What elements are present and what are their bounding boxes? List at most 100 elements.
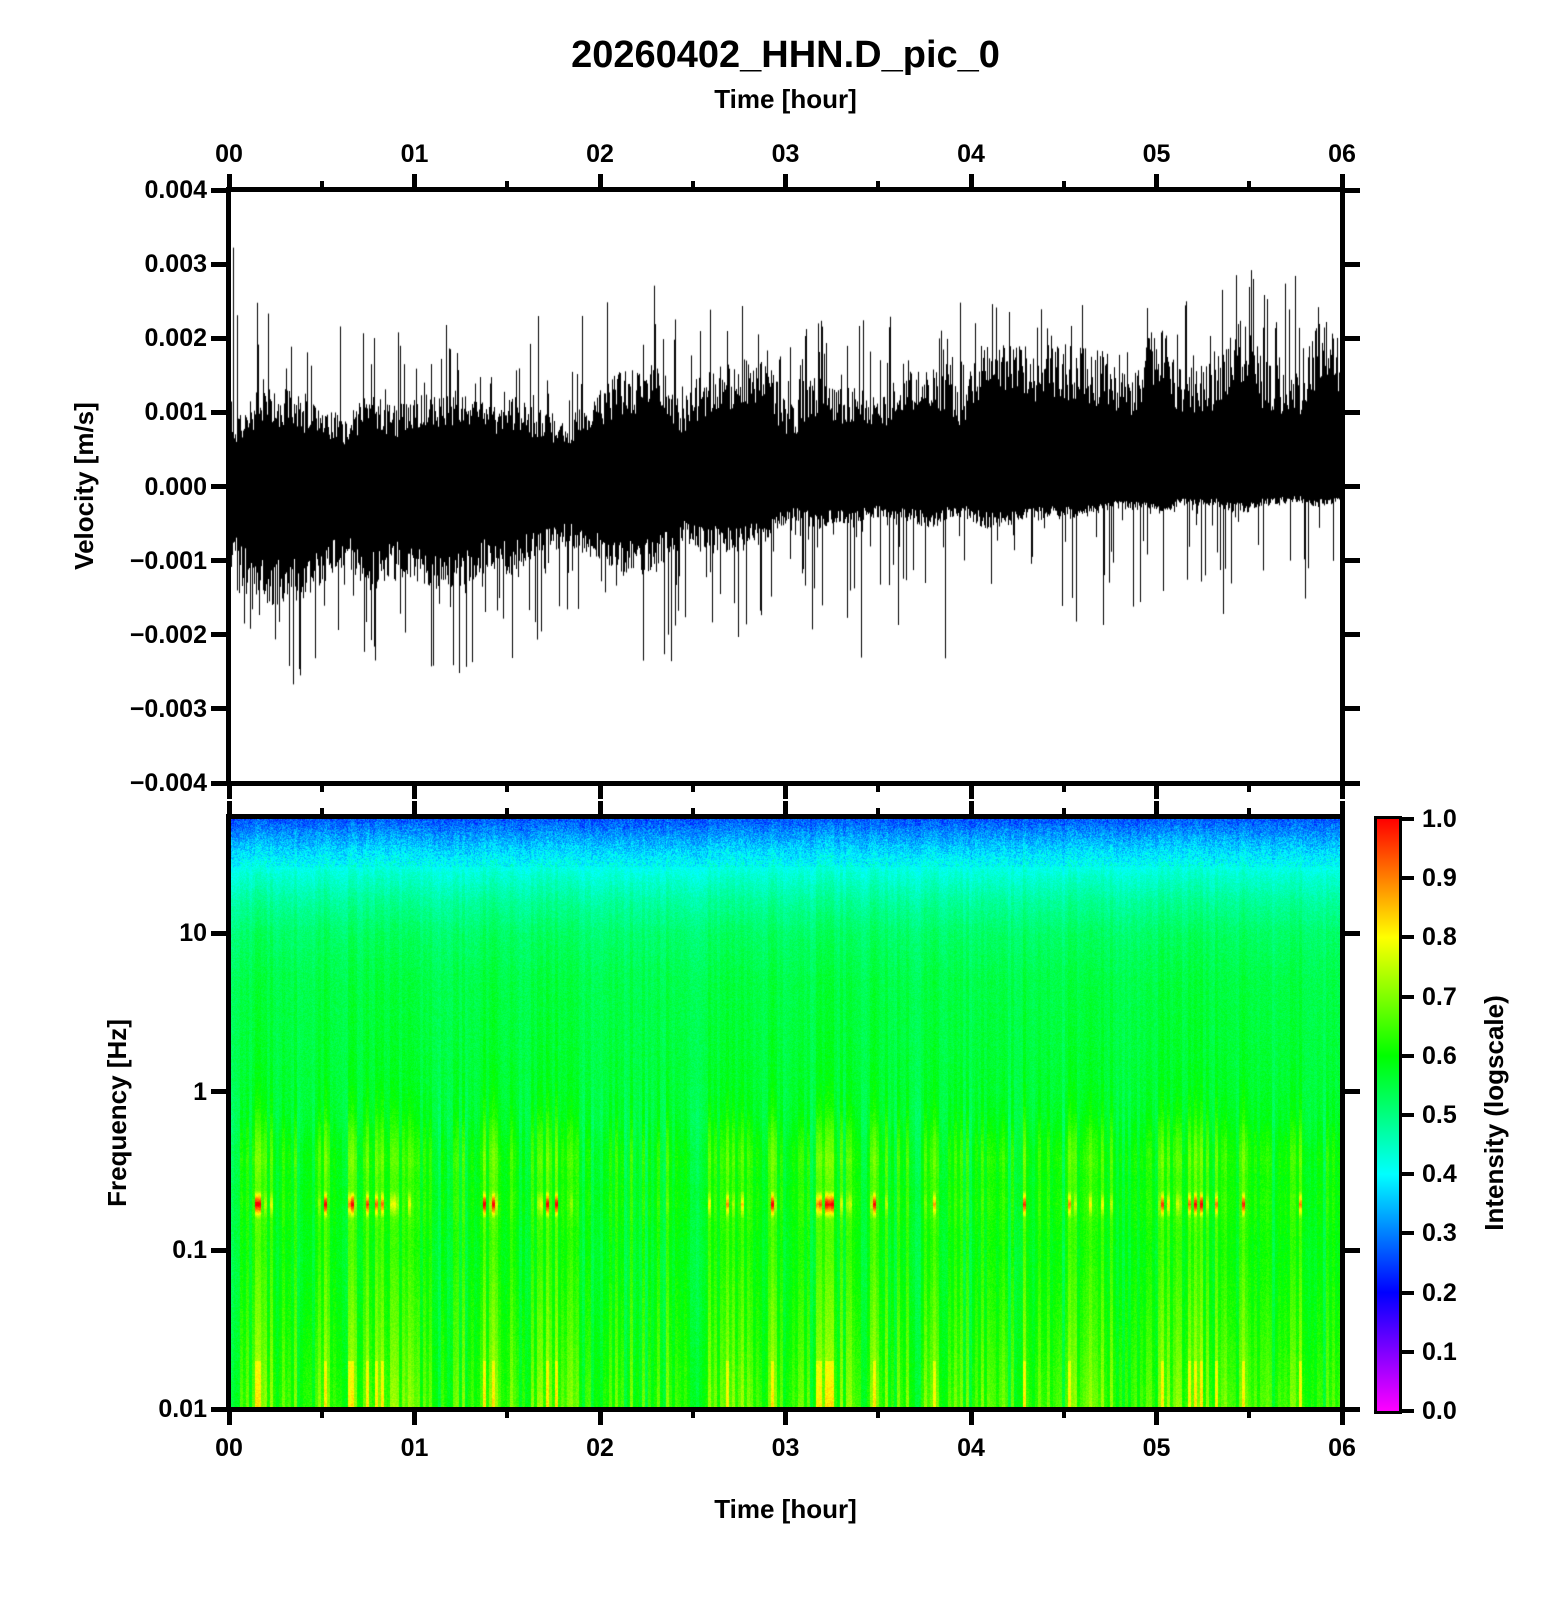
waveform-top-minor-tick [1061, 181, 1066, 190]
waveform-left-tick [211, 558, 227, 564]
spectrogram-bottom-minor-tick [505, 1409, 510, 1418]
waveform-trace-canvas [231, 192, 1340, 781]
waveform-bottom-minor-tick [876, 783, 881, 792]
spectrogram-canvas [231, 819, 1340, 1407]
figure-title: 20260402_HHN.D_pic_0 [571, 34, 1000, 76]
bottom-x-tick-label: 06 [1328, 1434, 1356, 1462]
waveform-top-minor-tick [319, 181, 324, 190]
colorbar-tick [1402, 876, 1414, 881]
colorbar-tick [1402, 1349, 1414, 1354]
waveform-y-tick-label: −0.003 [129, 694, 207, 723]
colorbar-tick [1402, 1053, 1414, 1058]
spectrogram-right-tick [1344, 1247, 1360, 1253]
waveform-top-minor-tick [876, 181, 881, 190]
spectrogram-top-minor-tick [876, 808, 881, 817]
waveform-left-tick [211, 335, 227, 341]
colorbar-tick-label: 1.0 [1422, 805, 1457, 833]
waveform-right-tick [1344, 335, 1360, 341]
top-x-tick-label: 06 [1328, 140, 1356, 168]
waveform-bottom-major-tick [1154, 783, 1159, 799]
spectrogram-top-minor-tick [1247, 808, 1252, 817]
bottom-x-tick-label: 04 [957, 1434, 985, 1462]
colorbar-frame [1374, 816, 1402, 1414]
waveform-y-tick-label: 0.000 [144, 472, 207, 501]
colorbar-tick-label: 0.8 [1422, 923, 1457, 952]
spectrogram-bottom-minor-tick [1061, 1409, 1066, 1418]
waveform-bottom-major-tick [1339, 783, 1345, 799]
waveform-top-major-tick [412, 174, 417, 190]
waveform-bottom-major-tick [412, 783, 417, 799]
spectrogram-bottom-minor-tick [1247, 1409, 1252, 1418]
spectrogram-right-tick [1344, 1406, 1360, 1412]
top-x-tick-label: 04 [957, 140, 985, 168]
spectrogram-bottom-major-tick [968, 1409, 974, 1425]
spectrogram-bottom-major-tick [226, 1409, 232, 1425]
waveform-left-tick [211, 409, 227, 415]
waveform-right-tick [1344, 706, 1360, 712]
spectrogram-bottom-major-tick [783, 1409, 788, 1425]
top-x-tick-label: 00 [215, 140, 243, 168]
waveform-y-tick-label: 0.004 [144, 176, 207, 204]
bottom-xaxis-label: Time [hour] [714, 1494, 857, 1524]
waveform-bottom-minor-tick [505, 783, 510, 792]
top-x-tick-label: 02 [586, 140, 614, 168]
top-xaxis-label: Time [hour] [714, 84, 857, 114]
spectrogram-top-minor-tick [1061, 808, 1066, 817]
waveform-bottom-minor-tick [1247, 783, 1252, 792]
waveform-left-tick [211, 187, 227, 193]
waveform-left-tick [211, 484, 227, 489]
colorbar-tick-label: 0.5 [1422, 1101, 1457, 1129]
waveform-y-tick-label: −0.004 [129, 769, 207, 797]
spectrogram-top-minor-tick [690, 808, 695, 817]
waveform-bottom-minor-tick [690, 783, 695, 792]
spectrogram-top-major-tick [597, 801, 603, 817]
bottom-x-tick-label: 00 [215, 1434, 243, 1462]
waveform-right-tick [1344, 187, 1360, 193]
waveform-right-tick [1344, 261, 1360, 267]
spectrogram-left-tick [211, 930, 227, 936]
waveform-bottom-minor-tick [1061, 783, 1066, 792]
top-x-tick-label: 03 [771, 140, 800, 168]
waveform-y-tick-label: −0.002 [129, 620, 207, 649]
colorbar-tick [1402, 1409, 1414, 1413]
spectrogram-top-major-tick [412, 801, 417, 817]
colorbar-tick-label: 0.9 [1422, 864, 1457, 893]
waveform-right-tick [1344, 780, 1360, 786]
colorbar-tick-label: 0.2 [1422, 1278, 1457, 1307]
spectrogram-bottom-major-tick [1339, 1409, 1345, 1425]
waveform-left-tick [211, 706, 227, 712]
spectrogram-left-tick [211, 1406, 227, 1412]
spectrogram-y-tick-label: 0.01 [158, 1395, 207, 1423]
waveform-top-minor-tick [505, 181, 510, 190]
waveform-top-minor-tick [1247, 181, 1252, 190]
spectrogram-top-major-tick [1339, 801, 1345, 817]
spectrogram-y-tick-label: 1 [193, 1077, 207, 1106]
spectrogram-left-tick [211, 1247, 227, 1253]
colorbar-tick [1402, 1290, 1414, 1295]
spectrogram-top-major-tick [783, 801, 788, 817]
waveform-top-major-tick [1154, 174, 1159, 190]
spectrogram-y-tick-label: 10 [179, 919, 207, 948]
spectrogram-top-major-tick [968, 801, 974, 817]
spectrogram-bottom-major-tick [597, 1409, 603, 1425]
colorbar-gradient [1377, 819, 1399, 1411]
spectrogram-top-major-tick [226, 801, 232, 817]
spectrogram-y-tick-label: 0.1 [172, 1236, 207, 1265]
spectrogram-bottom-minor-tick [690, 1409, 695, 1418]
waveform-top-major-tick [597, 174, 603, 190]
waveform-bottom-minor-tick [319, 783, 324, 792]
waveform-right-tick [1344, 558, 1360, 564]
colorbar-tick [1402, 994, 1414, 999]
waveform-y-tick-label: −0.001 [129, 546, 207, 575]
top-x-tick-label: 05 [1142, 140, 1171, 168]
spectrogram-right-tick [1344, 930, 1360, 936]
waveform-top-major-tick [968, 174, 974, 190]
spectrogram-top-minor-tick [319, 808, 324, 817]
spectrogram-bottom-minor-tick [319, 1409, 324, 1418]
colorbar-tick [1402, 1172, 1414, 1177]
spectrogram-right-tick [1344, 1089, 1360, 1095]
colorbar-tick-label: 0.6 [1422, 1041, 1457, 1070]
colorbar-tick [1402, 817, 1414, 821]
waveform-bottom-major-tick [597, 783, 603, 799]
